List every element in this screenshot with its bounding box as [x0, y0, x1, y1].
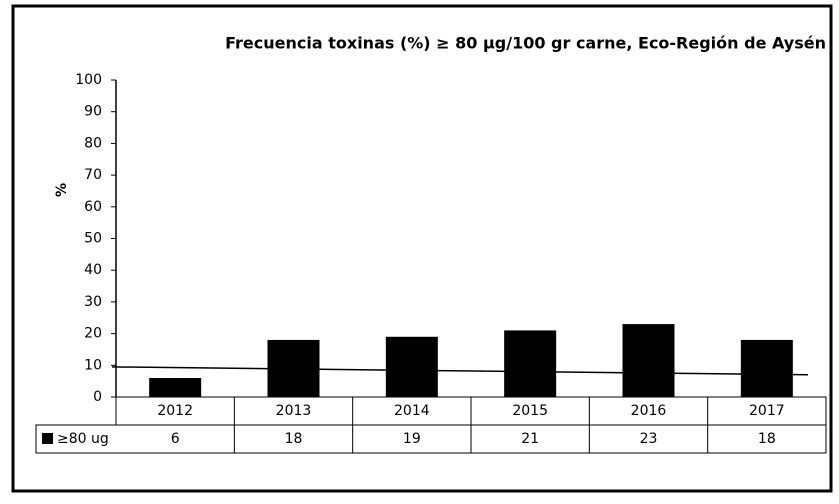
y-axis-label: % — [54, 183, 70, 197]
legend-swatch — [42, 433, 53, 444]
chart-frame — [11, 4, 833, 493]
x-tick-label: 2015 — [512, 403, 548, 419]
data-table-value: 21 — [521, 431, 539, 447]
trend-line — [111, 366, 809, 376]
chart-title: Frecuencia toxinas (%) ≥ 80 µg/100 gr ca… — [225, 34, 826, 53]
y-tick-label: 90 — [84, 104, 102, 120]
y-tick-label: 20 — [84, 326, 102, 342]
y-tick-label: 10 — [84, 357, 102, 373]
data-table-value: 19 — [403, 431, 421, 447]
bar — [740, 339, 793, 397]
data-table-value: 23 — [640, 431, 658, 447]
bar — [622, 324, 675, 397]
bar — [504, 330, 557, 397]
data-table-value: 18 — [758, 431, 776, 447]
data-table-row — [35, 424, 827, 454]
y-tick-label: 70 — [84, 167, 102, 183]
y-tick-label: 50 — [84, 231, 102, 247]
x-tick-label: 2016 — [631, 403, 667, 419]
y-tick-label: 30 — [84, 294, 102, 310]
y-tick-label: 80 — [84, 135, 102, 151]
data-table-value: 6 — [171, 431, 180, 447]
x-tick-label: 2014 — [394, 403, 430, 419]
y-tick-label: 0 — [93, 389, 102, 405]
x-tick-label: 2012 — [157, 403, 193, 419]
x-tick-label: 2013 — [276, 403, 312, 419]
x-tick-label: 2017 — [749, 403, 785, 419]
y-tick-label: 100 — [75, 72, 102, 88]
data-table-value: 18 — [285, 431, 303, 447]
bar — [385, 336, 438, 397]
y-tick-label: 40 — [84, 262, 102, 278]
bar — [149, 377, 202, 397]
legend-label: ≥80 ug — [57, 431, 109, 447]
y-tick-label: 60 — [84, 199, 102, 215]
